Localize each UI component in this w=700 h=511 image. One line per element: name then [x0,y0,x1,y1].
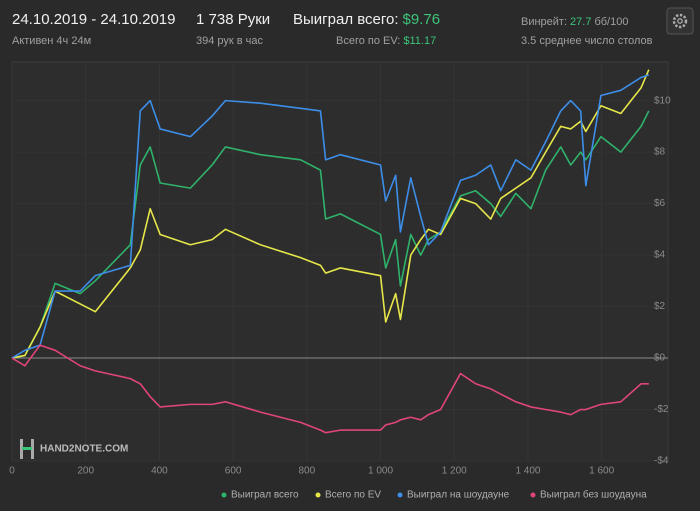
series-line [11,110,650,359]
watermark: HAND2NOTE.COM [40,444,128,455]
gear-hub[interactable] [677,18,683,24]
y-tick-label: -$4 [654,456,669,467]
series-line [11,74,650,359]
settings-box[interactable] [666,7,694,35]
ev-label: Всего по EV: [336,35,400,47]
winrate: Винрейт: 27.7 бб/100 [521,16,628,28]
date-range: 24.10.2019 - 24.10.2019 [12,11,175,28]
legend-label: Выиграл без шоудауна [540,489,647,501]
winrate-unit: бб/100 [594,16,628,28]
y-tick-label: -$2 [654,404,669,415]
series-line [11,69,650,359]
ev-total: Всего по EV: $11.17 [336,35,436,47]
winrate-value: 27.7 [570,16,591,28]
legend-dot [221,492,227,498]
y-tick-label: $6 [654,198,666,209]
y-tick-label: $10 [654,95,671,106]
x-tick-label: 0 [9,466,15,477]
series-line [11,344,649,434]
legend-label: Всего по EV [325,490,381,501]
hands: 1 738 Руки [196,11,270,28]
x-tick-label: 1 600 [589,466,614,477]
x-tick-label: 1 000 [368,466,393,477]
won-value: $9.76 [403,11,441,28]
settings-button[interactable] [666,7,694,35]
x-tick-label: 1 400 [515,466,540,477]
legend-dot [397,492,403,498]
logo-bar [20,439,23,459]
legend-dot [315,492,321,498]
avg-tables: 3.5 среднее число столов [521,35,653,47]
y-tick-label: $0 [654,353,666,364]
x-tick-label: 200 [77,466,94,477]
hands-per-hour: 394 рук в час [196,35,264,47]
x-tick-label: 800 [298,466,315,477]
legend-item[interactable]: Выиграл всего [221,490,300,501]
y-tick-label: $2 [654,301,666,312]
x-tick-label: 600 [225,466,242,477]
legend-label: Выиграл на шоудауне [407,490,510,501]
logo-bar [22,447,32,450]
legend-item[interactable]: Выиграл на шоудауне [397,490,510,501]
legend-item[interactable]: Всего по EV [315,490,382,501]
won-label: Выиграл всего: [293,11,399,28]
winrate-label: Винрейт: [521,16,567,28]
legend-item[interactable]: Выиграл без шоудауна [530,489,648,501]
legend-dot [530,492,536,498]
y-tick-label: $4 [654,250,666,261]
gear[interactable] [672,13,688,29]
logo [20,439,34,459]
logo-bar [31,439,34,459]
grid [11,62,668,462]
won-total: Выиграл всего: $9.76 [293,11,440,28]
y-tick-label: $8 [654,147,666,158]
legend-label: Выиграл всего [231,490,299,501]
plot-area [11,61,669,462]
active-time: Активен 4ч 24м [12,35,91,47]
x-tick-label: 400 [151,466,168,477]
x-tick-label: 1 200 [442,466,467,477]
ev-value: $11.17 [403,35,436,47]
